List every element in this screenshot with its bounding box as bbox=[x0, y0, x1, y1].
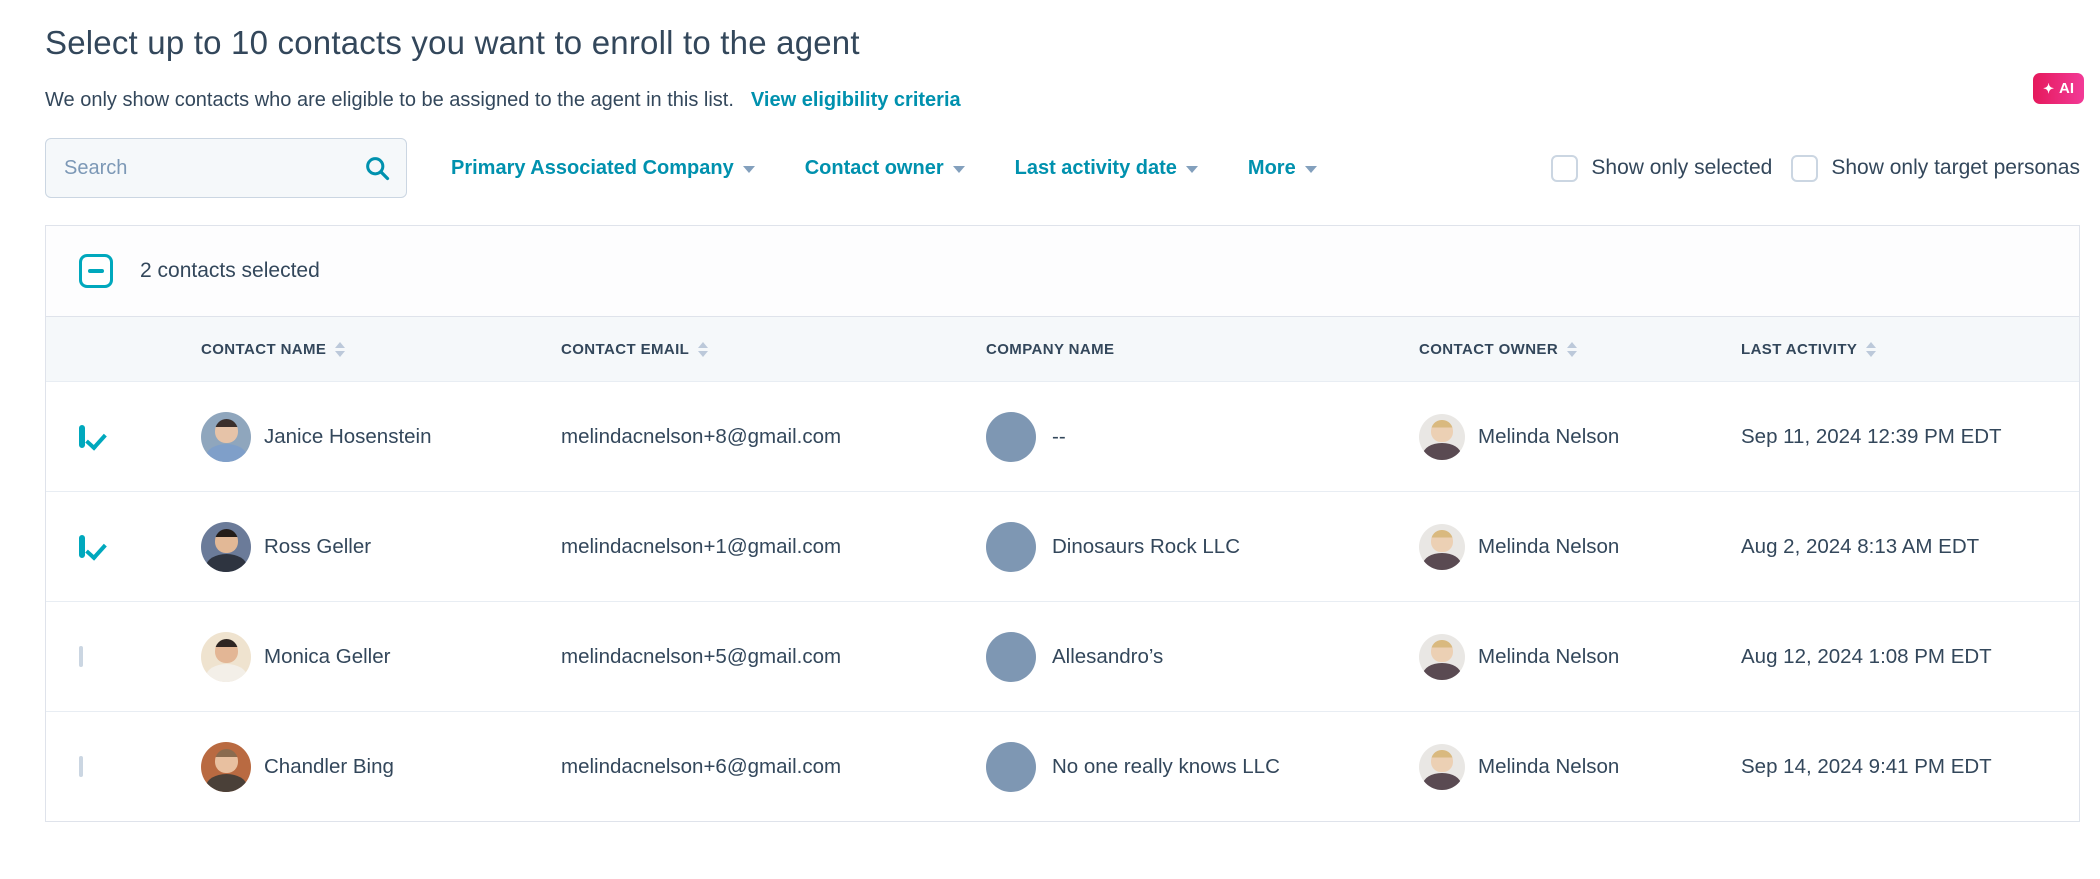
contact-avatar bbox=[201, 521, 251, 572]
table-header-row: Contact name Contact email Company name … bbox=[46, 317, 2079, 381]
table-row: Chandler Bing melindacnelson+6@gmail.com… bbox=[46, 711, 2079, 821]
chevron-down-icon bbox=[1304, 166, 1317, 173]
column-header-company-name[interactable]: Company name bbox=[986, 341, 1419, 358]
contact-name: Monica Geller bbox=[264, 644, 391, 668]
subtitle-text: We only show contacts who are eligible t… bbox=[45, 89, 734, 111]
filter-primary-associated-company[interactable]: Primary Associated Company bbox=[451, 157, 755, 180]
selection-bar: 2 contacts selected bbox=[46, 226, 2079, 317]
contact-avatar bbox=[201, 411, 251, 462]
toggle-label: Show only selected bbox=[1591, 156, 1773, 179]
filter-more[interactable]: More bbox=[1248, 157, 1317, 180]
filter-last-activity-date[interactable]: Last activity date bbox=[1015, 157, 1198, 180]
filter-label: Last activity date bbox=[1014, 156, 1177, 179]
contact-avatar bbox=[201, 631, 251, 682]
contact-avatar bbox=[201, 741, 251, 792]
owner-avatar bbox=[1419, 523, 1465, 570]
enroll-contacts-panel: Select up to 10 contacts you want to enr… bbox=[0, 24, 2100, 879]
show-only-selected-checkbox[interactable] bbox=[1551, 154, 1579, 182]
sort-icon[interactable] bbox=[1866, 341, 1877, 357]
contact-owner: Melinda Nelson bbox=[1478, 424, 1620, 448]
company-avatar bbox=[986, 631, 1036, 682]
sort-icon[interactable] bbox=[1567, 341, 1578, 357]
chevron-down-icon bbox=[742, 166, 755, 173]
owner-avatar bbox=[1419, 413, 1465, 460]
company-name: Allesandro’s bbox=[1052, 644, 1164, 668]
sparkle-icon: ✦ bbox=[2043, 81, 2054, 96]
filter-label: Contact owner bbox=[804, 156, 944, 179]
page-title: Select up to 10 contacts you want to enr… bbox=[45, 24, 860, 61]
toggle-label: Show only target personas bbox=[1831, 156, 2080, 179]
table-row: Janice Hosenstein melindacnelson+8@gmail… bbox=[46, 381, 2079, 491]
owner-avatar bbox=[1419, 743, 1465, 790]
contact-email: melindacnelson+1@gmail.com bbox=[561, 534, 842, 558]
show-only-target-personas-toggle[interactable]: Show only target personas bbox=[1791, 154, 2080, 182]
search-icon[interactable] bbox=[363, 154, 391, 182]
column-label: Last activity bbox=[1741, 340, 1858, 358]
company-name: No one really knows LLC bbox=[1052, 754, 1280, 778]
table-row: Monica Geller melindacnelson+5@gmail.com… bbox=[46, 601, 2079, 711]
contact-name: Ross Geller bbox=[264, 534, 372, 558]
sort-icon[interactable] bbox=[698, 341, 709, 357]
toggle-group: Show only selected Show only target pers… bbox=[1551, 154, 2080, 182]
company-name: -- bbox=[1052, 424, 1066, 448]
owner-avatar bbox=[1419, 633, 1465, 680]
contacts-table: 2 contacts selected Contact name Contact… bbox=[45, 225, 2080, 822]
column-header-contact-name[interactable]: Contact name bbox=[201, 341, 561, 358]
filter-label: More bbox=[1247, 156, 1296, 179]
ai-badge-label: AI bbox=[2059, 80, 2074, 97]
contact-email: melindacnelson+5@gmail.com bbox=[561, 644, 842, 668]
ai-badge: ✦ AI bbox=[2033, 73, 2084, 104]
subtitle-row: We only show contacts who are eligible t… bbox=[45, 89, 2055, 112]
filter-bar: Primary Associated Company Contact owner… bbox=[451, 157, 1317, 180]
last-activity: Sep 14, 2024 9:41 PM EDT bbox=[1741, 754, 1992, 778]
sort-icon[interactable] bbox=[335, 341, 346, 357]
contact-owner: Melinda Nelson bbox=[1478, 754, 1620, 778]
contact-owner: Melinda Nelson bbox=[1478, 534, 1620, 558]
contact-owner: Melinda Nelson bbox=[1478, 644, 1620, 668]
row-checkbox[interactable] bbox=[79, 534, 85, 558]
search-input[interactable] bbox=[45, 138, 407, 198]
column-label: Contact email bbox=[561, 340, 690, 358]
view-eligibility-criteria-link[interactable]: View eligibility criteria bbox=[750, 89, 961, 111]
toolbar: Primary Associated Company Contact owner… bbox=[45, 138, 2080, 198]
table-row: Ross Geller melindacnelson+1@gmail.com D… bbox=[46, 491, 2079, 601]
row-checkbox[interactable] bbox=[79, 424, 85, 448]
column-header-contact-email[interactable]: Contact email bbox=[561, 341, 986, 358]
contact-name: Janice Hosenstein bbox=[264, 424, 432, 448]
column-label: Contact owner bbox=[1419, 340, 1559, 358]
column-header-last-activity[interactable]: Last activity bbox=[1741, 341, 2079, 358]
company-name: Dinosaurs Rock LLC bbox=[1052, 534, 1240, 558]
selection-count-text: 2 contacts selected bbox=[140, 259, 320, 282]
contact-email: melindacnelson+6@gmail.com bbox=[561, 754, 842, 778]
company-avatar bbox=[986, 741, 1036, 792]
last-activity: Sep 11, 2024 12:39 PM EDT bbox=[1741, 424, 2002, 448]
chevron-down-icon bbox=[1185, 166, 1198, 173]
show-only-target-personas-checkbox[interactable] bbox=[1791, 154, 1819, 182]
show-only-selected-toggle[interactable]: Show only selected bbox=[1551, 154, 1773, 182]
search-box bbox=[45, 138, 407, 198]
filter-contact-owner[interactable]: Contact owner bbox=[805, 157, 965, 180]
row-checkbox[interactable] bbox=[79, 645, 83, 667]
select-all-checkbox[interactable] bbox=[79, 254, 113, 288]
contact-email: melindacnelson+8@gmail.com bbox=[561, 424, 842, 448]
company-avatar bbox=[986, 521, 1036, 572]
row-checkbox[interactable] bbox=[79, 755, 83, 777]
column-label: Company name bbox=[986, 340, 1115, 358]
contact-name: Chandler Bing bbox=[264, 754, 394, 778]
company-avatar bbox=[986, 411, 1036, 462]
column-label: Contact name bbox=[201, 340, 327, 358]
last-activity: Aug 12, 2024 1:08 PM EDT bbox=[1741, 644, 1992, 668]
chevron-down-icon bbox=[952, 166, 965, 173]
column-header-contact-owner[interactable]: Contact owner bbox=[1419, 341, 1741, 358]
filter-label: Primary Associated Company bbox=[451, 156, 734, 179]
last-activity: Aug 2, 2024 8:13 AM EDT bbox=[1741, 534, 1980, 558]
